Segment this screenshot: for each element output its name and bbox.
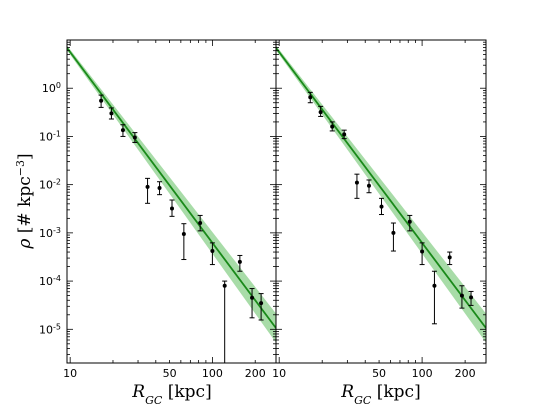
data-point [109,111,114,116]
data-point [407,219,412,224]
x-tick-label: 200 [455,367,476,380]
x-axis-label-right: RGC [kpc] [340,382,420,405]
left-panel: 10 50 100 200 100 10-1 10-2 10-3 10-4 10-5 [39,39,277,380]
data-point [222,283,227,288]
data-point [170,206,175,211]
fit-uncertainty-band [276,45,486,343]
y-tick-label: 100 [42,81,61,96]
data-point [181,231,186,236]
data-point [132,135,137,140]
data-point [237,259,242,264]
x-tick-label: 100 [202,367,223,380]
data-point [354,180,359,185]
x-tick-label: 50 [163,367,177,380]
y-tick-label: 10-4 [39,274,61,289]
y-tick-label: 10-3 [39,225,61,240]
data-point [420,249,425,254]
data-point [459,293,464,298]
y-axis-label: ρ [# kpc−3] [14,153,36,249]
data-point [379,204,384,209]
data-point [308,95,313,100]
data-point [391,230,396,235]
data-point [259,301,264,306]
data-point [366,183,371,188]
data-point [432,283,437,288]
fit-line [67,47,276,329]
data-point [198,221,203,226]
data-point [318,110,323,115]
axes-frame [275,39,487,364]
plot-area [67,45,276,363]
data-point [469,295,474,300]
data-point [145,184,150,189]
x-tick-label: 200 [245,367,266,380]
fit-line [276,47,486,329]
x-tick-label: 50 [372,367,386,380]
plot-area [276,45,486,343]
data-point [342,132,347,137]
svg-text:ρ [# kpc−3]: ρ [# kpc−3] [14,153,36,249]
y-tick-label: 10-1 [39,129,61,144]
data-point [210,249,215,254]
data-point [157,186,162,191]
data-point [330,124,335,129]
x-tick-label: 10 [272,367,286,380]
data-point [250,295,255,300]
fit-uncertainty-band [67,45,276,343]
data-point [120,128,125,133]
y-tick-label: 10-2 [39,177,61,192]
data-point [447,255,452,260]
x-axis-label-left: RGC [kpc] [131,382,211,405]
y-tick-label: 10-5 [39,322,61,337]
x-tick-label: 10 [63,367,77,380]
x-tick-label: 100 [412,367,433,380]
right-panel: 10 50 100 200 [272,39,487,380]
data-point [99,98,104,103]
